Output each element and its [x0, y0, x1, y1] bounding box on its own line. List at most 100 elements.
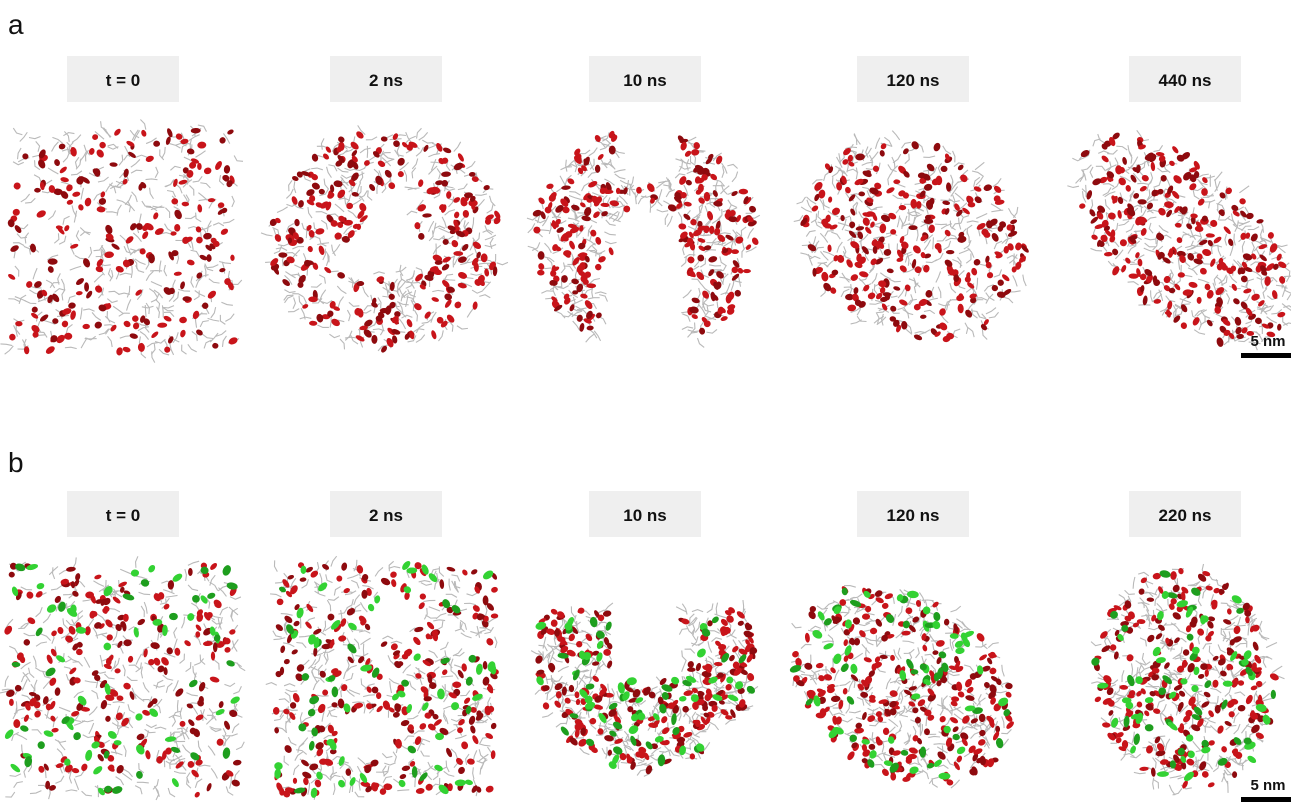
lipid-tail — [209, 708, 213, 719]
lipid-tail — [170, 344, 174, 355]
lipid-tail — [286, 721, 287, 733]
lipid-tail — [232, 724, 239, 733]
headgroup — [682, 706, 689, 713]
lipid-tail — [182, 144, 188, 153]
lipid-tail — [226, 734, 238, 736]
headgroup — [462, 210, 469, 218]
lipid-tail — [283, 643, 294, 647]
lipid-tail — [321, 220, 327, 229]
headgroup — [1243, 288, 1252, 295]
lipid-tail — [439, 228, 450, 233]
headgroup — [417, 179, 424, 188]
lipid-tail — [182, 745, 190, 754]
lipid-tail — [1185, 241, 1193, 248]
headgroup — [542, 702, 550, 711]
lipid-tail — [606, 747, 607, 759]
headgroup — [849, 221, 855, 228]
lipid-tail — [139, 592, 151, 594]
lipid-tail — [88, 247, 91, 258]
headgroup — [928, 224, 935, 233]
headgroup — [461, 663, 467, 672]
headgroup — [1204, 283, 1211, 291]
lipid-tail — [381, 151, 384, 162]
lipid-tail — [976, 278, 977, 290]
frame-label: 440 ns — [1159, 71, 1212, 90]
headgroup — [805, 632, 811, 642]
lipid-tail — [347, 575, 358, 579]
lipid-tail — [261, 233, 273, 236]
lipid-tail — [982, 329, 987, 339]
lipid-tail — [635, 192, 636, 204]
headgroup — [821, 271, 829, 282]
headgroup — [911, 244, 922, 255]
green-molecule — [348, 776, 357, 787]
headgroup — [973, 258, 982, 267]
headgroup — [51, 727, 59, 733]
headgroup — [152, 212, 159, 221]
lipid-tail — [57, 749, 64, 759]
lipid-tail — [341, 175, 352, 178]
lipid-tail — [875, 138, 879, 149]
green-molecule — [37, 741, 45, 749]
lipid-tail — [1209, 200, 1215, 208]
headgroup — [194, 791, 201, 799]
headgroup — [568, 240, 576, 250]
snapshot — [789, 585, 1015, 788]
lipid-tail — [151, 281, 162, 286]
lipid-tail — [363, 702, 365, 714]
headgroup — [414, 735, 423, 746]
lipid-tail — [359, 190, 367, 198]
headgroup — [1168, 160, 1176, 167]
lipid-tail — [55, 776, 64, 784]
lipid-tail — [436, 613, 446, 619]
lipid-tail — [368, 190, 373, 200]
headgroup — [196, 698, 205, 708]
headgroup — [419, 593, 427, 601]
lipid-tail — [398, 281, 400, 293]
headgroup — [485, 637, 495, 647]
lipid-tail — [200, 321, 209, 327]
lipid-tail — [347, 310, 350, 321]
lipid-tail — [579, 674, 585, 684]
lipid-tail — [460, 691, 470, 696]
lipid-tail — [902, 228, 908, 237]
frame-label: 10 ns — [623, 71, 666, 90]
headgroup — [203, 167, 212, 175]
snapshot — [0, 556, 245, 800]
lipid-tail — [547, 689, 551, 700]
lipid-tail — [822, 641, 834, 642]
lipid-tail — [292, 250, 300, 259]
lipid-tail — [857, 697, 864, 705]
lipid-tail — [1103, 184, 1114, 187]
lipid-tail — [180, 654, 185, 664]
lipid-tail — [185, 216, 196, 219]
lipid-tail — [224, 683, 235, 686]
lipid-tail — [839, 277, 849, 282]
lipid-tail — [994, 269, 1002, 277]
lipid-tail — [569, 196, 580, 200]
headgroup — [944, 229, 952, 238]
frame-label: 2 ns — [369, 71, 403, 90]
lipid-tail — [528, 246, 539, 251]
lipid-tail — [467, 308, 474, 318]
green-molecule — [134, 712, 144, 722]
headgroup — [34, 188, 41, 193]
lipid-tail — [441, 676, 453, 677]
lipid-tail — [135, 694, 144, 702]
headgroup — [970, 267, 977, 276]
headgroup — [698, 327, 705, 335]
headgroup — [879, 223, 886, 233]
lipid-tail — [195, 290, 205, 296]
lipid-tail — [132, 192, 138, 202]
lipid-tail — [936, 271, 941, 282]
headgroup — [581, 215, 591, 222]
lipid-tail — [236, 742, 244, 750]
lipid-tail — [589, 148, 598, 156]
headgroup — [209, 676, 220, 684]
lipid-tail — [964, 665, 973, 671]
lipid-tail — [348, 210, 357, 218]
lipid-tail — [682, 650, 687, 660]
headgroup — [571, 278, 580, 285]
lipid-tail — [311, 168, 323, 170]
lipid-tail — [66, 790, 78, 791]
